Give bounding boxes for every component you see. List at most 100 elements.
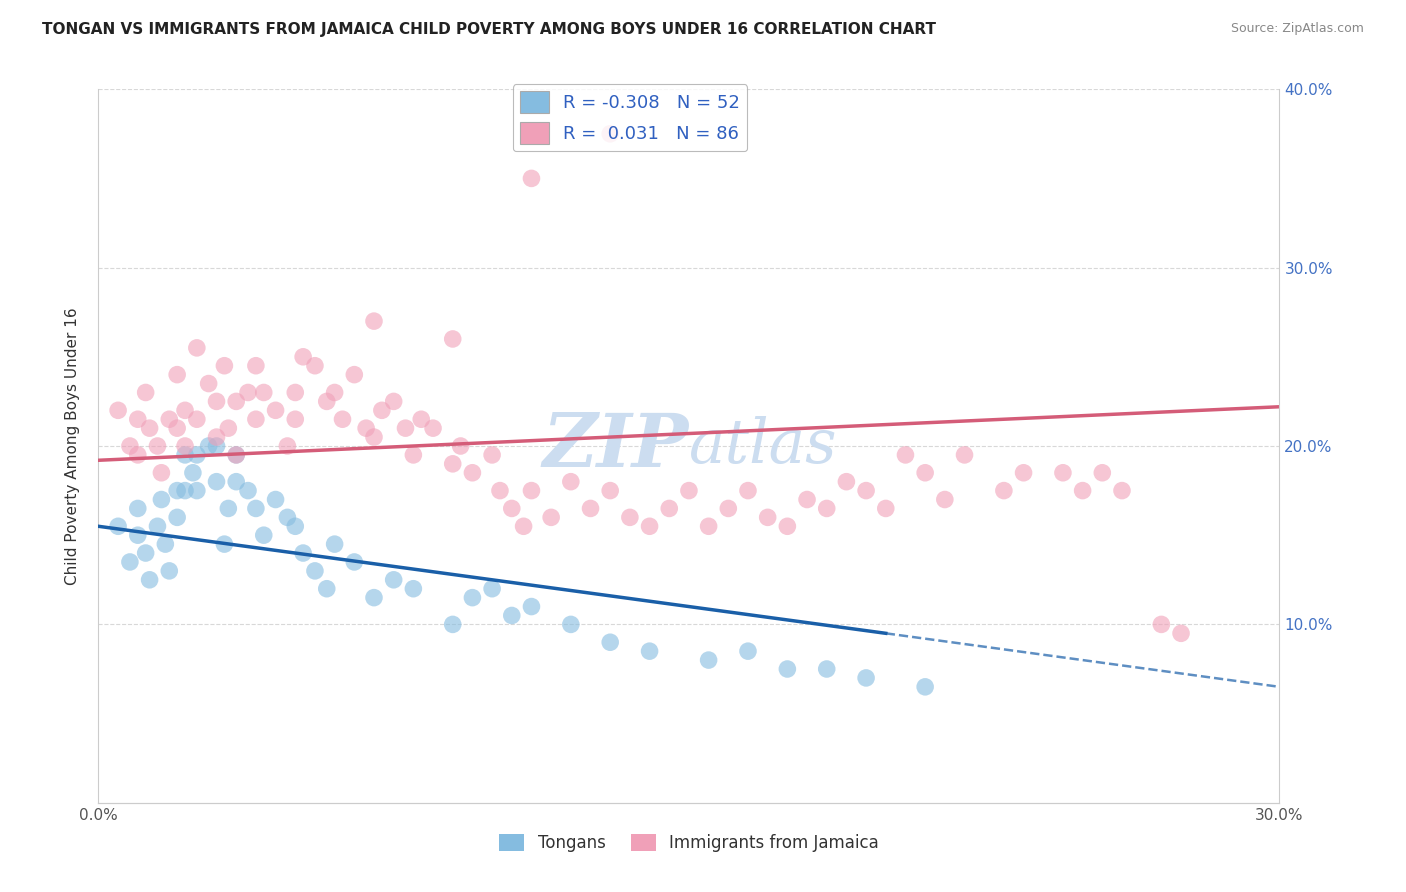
Point [953,448,976,462]
Point [560,617,582,632]
Point [776,519,799,533]
Point [186,412,208,426]
Point [225,394,247,409]
Point [127,528,149,542]
Point [599,635,621,649]
Point [304,564,326,578]
Point [441,332,464,346]
Point [276,439,298,453]
Point [737,644,759,658]
Point [363,314,385,328]
Point [354,421,377,435]
Point [264,403,287,417]
Point [214,359,236,373]
Point [461,591,484,605]
Point [245,412,267,426]
Text: atlas: atlas [689,416,838,476]
Point [450,439,472,453]
Point [174,439,197,453]
Point [166,510,188,524]
Point [394,421,416,435]
Text: TONGAN VS IMMIGRANTS FROM JAMAICA CHILD POVERTY AMONG BOYS UNDER 16 CORRELATION : TONGAN VS IMMIGRANTS FROM JAMAICA CHILD … [42,22,936,37]
Point [214,537,236,551]
Point [371,403,394,417]
Point [205,439,228,453]
Point [638,644,661,658]
Point [253,385,276,400]
Point [245,359,267,373]
Point [638,519,661,533]
Point [146,439,169,453]
Point [993,483,1015,498]
Point [166,368,188,382]
Point [236,385,259,400]
Point [441,457,464,471]
Point [127,448,149,462]
Point [512,519,534,533]
Point [560,475,582,489]
Legend: Tongans, Immigrants from Jamaica: Tongans, Immigrants from Jamaica [492,827,886,859]
Point [855,483,877,498]
Point [914,680,936,694]
Point [894,448,917,462]
Point [1071,483,1094,498]
Point [118,439,141,453]
Point [756,510,779,524]
Point [174,448,197,462]
Point [245,501,267,516]
Point [323,385,346,400]
Point [481,448,503,462]
Point [1012,466,1035,480]
Point [1111,483,1133,498]
Point [489,483,512,498]
Point [304,359,326,373]
Point [1091,466,1114,480]
Point [363,430,385,444]
Point [150,492,173,507]
Point [1052,466,1074,480]
Point [411,412,433,426]
Point [619,510,641,524]
Text: ZIP: ZIP [543,409,689,483]
Point [697,519,720,533]
Point [461,466,484,480]
Point [678,483,700,498]
Point [332,412,354,426]
Point [197,439,219,453]
Point [776,662,799,676]
Point [166,421,188,435]
Point [186,341,208,355]
Point [138,573,160,587]
Point [157,564,180,578]
Point [127,501,149,516]
Point [315,582,337,596]
Point [284,385,307,400]
Point [174,483,197,498]
Point [292,546,315,560]
Point [107,519,129,533]
Point [343,368,366,382]
Point [174,403,197,417]
Point [292,350,315,364]
Point [264,492,287,507]
Point [150,466,173,480]
Point [1150,617,1173,632]
Point [323,537,346,551]
Point [501,608,523,623]
Point [855,671,877,685]
Point [181,466,204,480]
Point [717,501,740,516]
Point [520,171,543,186]
Point [284,519,307,533]
Point [284,412,307,426]
Point [382,394,405,409]
Point [914,466,936,480]
Point [796,492,818,507]
Point [186,483,208,498]
Point [155,537,177,551]
Point [697,653,720,667]
Point [422,421,444,435]
Point [225,475,247,489]
Point [501,501,523,516]
Point [520,599,543,614]
